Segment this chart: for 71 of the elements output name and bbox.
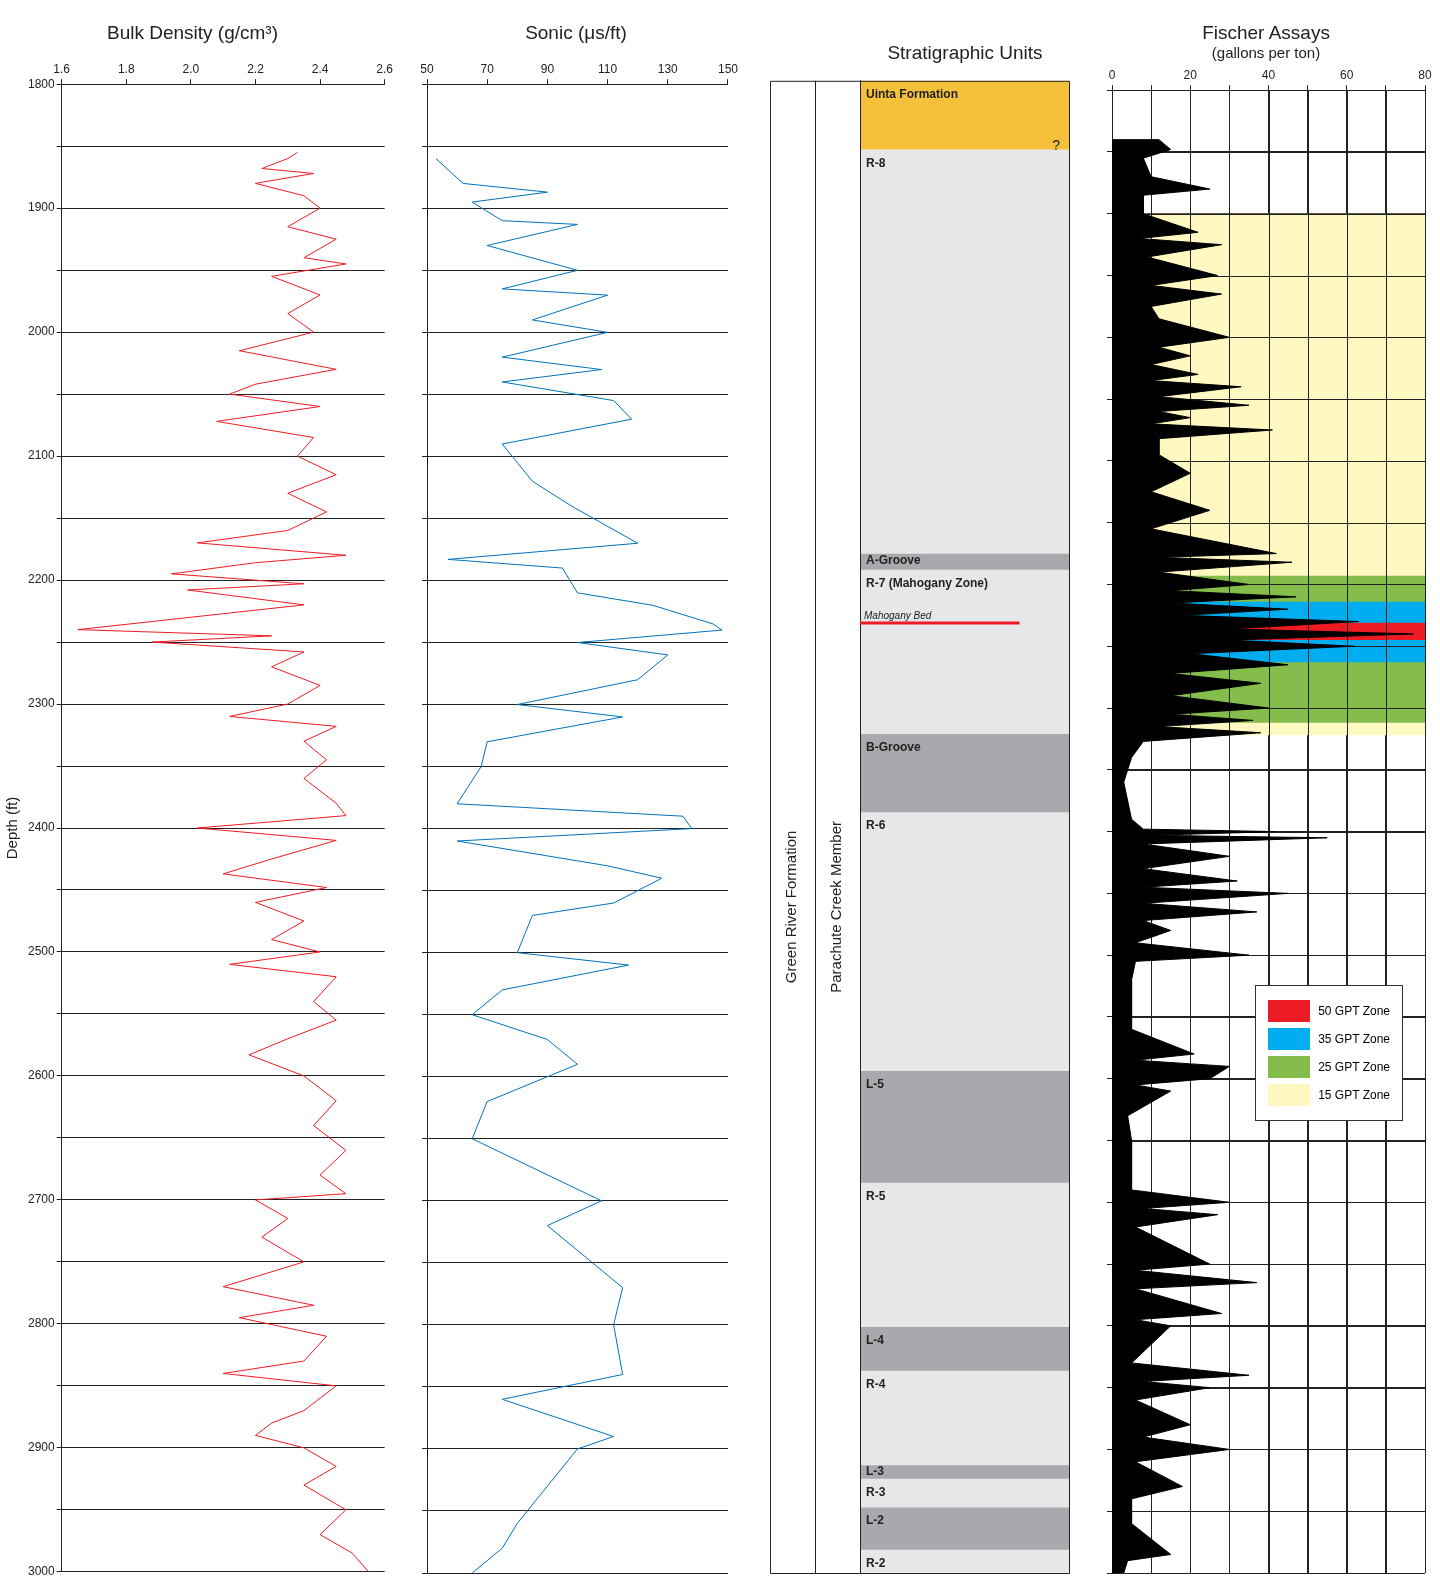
y-tick-label: 1800 [27,76,56,91]
y-tick-label: 2400 [27,820,56,835]
y-tick-label: 3000 [27,1564,56,1579]
series-label: L-2 [866,1513,885,1528]
bar [860,1369,1070,1466]
annotation: ? [1052,137,1061,154]
x-tick-label: 1.8 [117,62,135,77]
chart-title: Stratigraphic Units [887,41,1043,63]
bar [860,1549,1070,1573]
x-tick-label: 90 [540,62,555,77]
x-tick-label: 2.0 [182,62,200,77]
chart-title: Sonic (μs/ft) [525,21,627,43]
bar [860,148,1070,554]
y-tick-label: 2200 [27,572,56,587]
y-tick-label: 2900 [27,1440,56,1455]
series-label: R-8 [866,155,886,170]
x-tick-label: 50 [420,62,434,77]
y-tick-label: 2100 [27,448,56,463]
series-label: R-5 [866,1188,886,1203]
y-tick-label: 2800 [27,1316,56,1331]
bar [860,733,1070,813]
series-label: L-4 [866,1333,885,1348]
legend-label: 15 GPT Zone [1318,1088,1390,1102]
y-tick-label: 1900 [27,200,56,215]
x-tick-label: 20 [1183,68,1198,83]
y-tick-label: 2000 [27,324,56,339]
bar [860,1182,1070,1328]
x-tick-label: 40 [1261,68,1276,83]
bar [860,80,1070,150]
x-tick-label: 1.6 [53,62,71,77]
bar [860,1070,1070,1183]
series-label: R-6 [866,818,886,833]
ref-line-label: Mahogany Bed [864,609,932,621]
series-label: L-5 [866,1076,885,1091]
y-tick-label: 2300 [27,696,56,711]
series-label: Uinta Formation [866,87,958,102]
bar [860,1464,1070,1479]
annotation: Green River Formation [782,830,800,984]
x-tick-label: 2.6 [376,62,394,77]
annotation: Parachute Creek Member [827,821,845,993]
bar [860,811,1070,1071]
bar [860,1478,1070,1508]
legend-label: 35 GPT Zone [1318,1032,1390,1046]
x-tick-label: 2.4 [311,62,329,77]
legend-label: 25 GPT Zone [1318,1060,1390,1074]
chart-subtitle: (gallons per ton) [1211,43,1321,61]
bar [860,569,1070,734]
x-tick-label: 110 [598,62,618,77]
x-tick-label: 0 [1108,68,1116,83]
series-label: R-7 (Mahogany Zone) [866,575,988,590]
x-tick-label: 60 [1340,68,1354,83]
series-label: L-3 [866,1464,885,1479]
x-tick-label: 70 [480,62,495,77]
series-label: R-2 [866,1555,886,1570]
series-label: B-Groove [866,739,921,754]
bar [860,1506,1070,1550]
series-label: R-4 [866,1376,886,1391]
y-tick-label: 2500 [27,944,56,959]
series-label: R-3 [866,1484,886,1499]
chart-title: Fischer Assays [1202,21,1330,43]
x-tick-label: 80 [1418,68,1432,83]
bar [860,1326,1070,1371]
x-tick-label: 150 [717,62,739,77]
series-label: A-Groove [866,552,921,567]
chart-title: Bulk Density (g/cm³) [106,21,279,43]
y-axis-title: Depth (ft) [3,796,21,860]
y-tick-label: 2600 [27,1068,56,1083]
x-tick-label: 130 [657,62,679,77]
x-tick-label: 2.2 [247,62,265,77]
y-tick-label: 2700 [27,1192,56,1207]
legend-label: 50 GPT Zone [1318,1004,1390,1018]
